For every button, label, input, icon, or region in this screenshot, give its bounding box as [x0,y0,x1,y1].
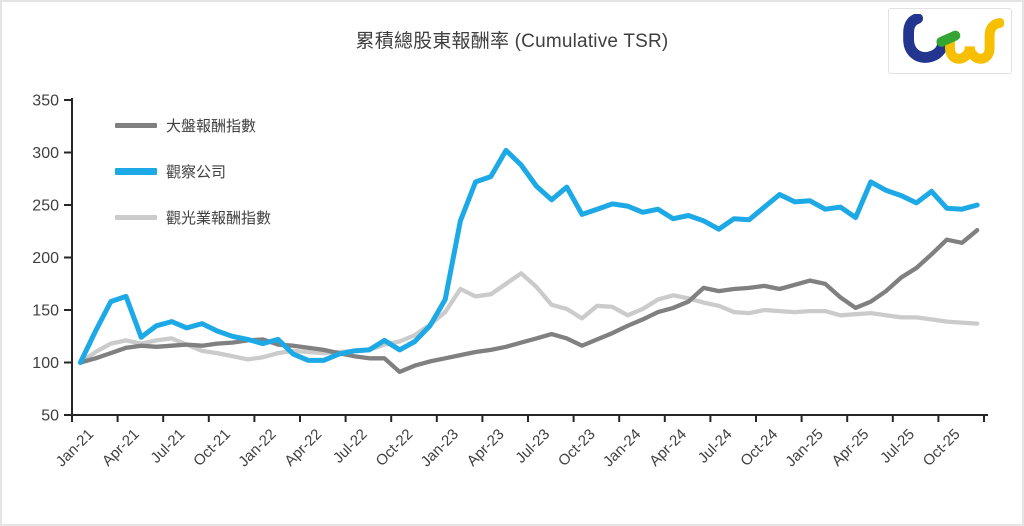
x-axis-tick-label: Apr-22 [281,426,325,470]
x-axis-tick-label: Jan-24 [600,426,644,470]
y-axis-tick-label: 100 [32,355,59,372]
y-axis-tick-label: 150 [32,303,59,320]
legend-item-market-index: 大盤報酬指數 [115,114,271,136]
series-line-2 [78,271,980,365]
x-axis-tick-label: Jan-25 [782,426,826,470]
legend-item-tourism-index: 觀光業報酬指數 [115,206,271,228]
chart-legend: 大盤報酬指數 觀察公司 觀光業報酬指數 [115,114,271,252]
legend-label-tourism-index: 觀光業報酬指數 [166,209,272,227]
x-axis-tick-label: Oct-21 [190,426,234,470]
x-axis-tick-label: Jul-21 [147,426,188,467]
tej-logo-ej-shape [945,18,1004,64]
x-axis-tick-label: Apr-23 [464,426,508,470]
y-axis-tick-label: 250 [32,198,59,215]
y-axis-tick-label: 50 [41,408,59,425]
tej-logo-t-shape [903,14,949,63]
legend-item-observed-company: 觀察公司 [115,160,271,182]
x-axis-tick-label: Jan-22 [235,426,279,470]
legend-label-market-index: 大盤報酬指數 [166,117,257,135]
x-axis-tick-label: Apr-24 [646,426,690,470]
tej-logo-dash [936,30,961,47]
x-axis-tick-label: Jul-23 [512,426,553,467]
chart-title: 累積總股東報酬率 (Cumulative TSR) [355,31,669,52]
x-axis-tick-label: Jan-21 [53,426,97,470]
series-line-1 [77,147,980,365]
y-axis-tick-label: 300 [32,145,59,162]
x-axis-tick-label: Oct-22 [373,426,417,470]
series-line-0 [78,228,980,375]
legend-swatch-tourism-index [115,214,157,220]
y-axis-tick-label: 350 [32,93,59,110]
legend-swatch-market-index [115,122,157,128]
y-axis-tick-label: 200 [32,250,59,267]
legend-label-observed-company: 觀察公司 [166,163,227,181]
x-axis-tick-label: Apr-21 [99,426,143,470]
tej-logo [888,8,1012,74]
x-axis-tick-label: Jul-22 [330,426,371,467]
x-axis-tick-label: Jul-25 [877,426,918,467]
x-axis-tick-label: Apr-25 [829,426,873,470]
x-axis-tick-label: Oct-24 [737,426,781,470]
x-axis-tick-label: Jan-23 [418,426,462,470]
x-axis-tick-label: Jul-24 [695,426,736,467]
tej-logo-graphic [903,14,1004,64]
legend-swatch-observed-company [115,167,157,175]
x-axis-tick-label: Oct-25 [920,426,964,470]
x-axis-tick-label: Oct-23 [555,426,599,470]
